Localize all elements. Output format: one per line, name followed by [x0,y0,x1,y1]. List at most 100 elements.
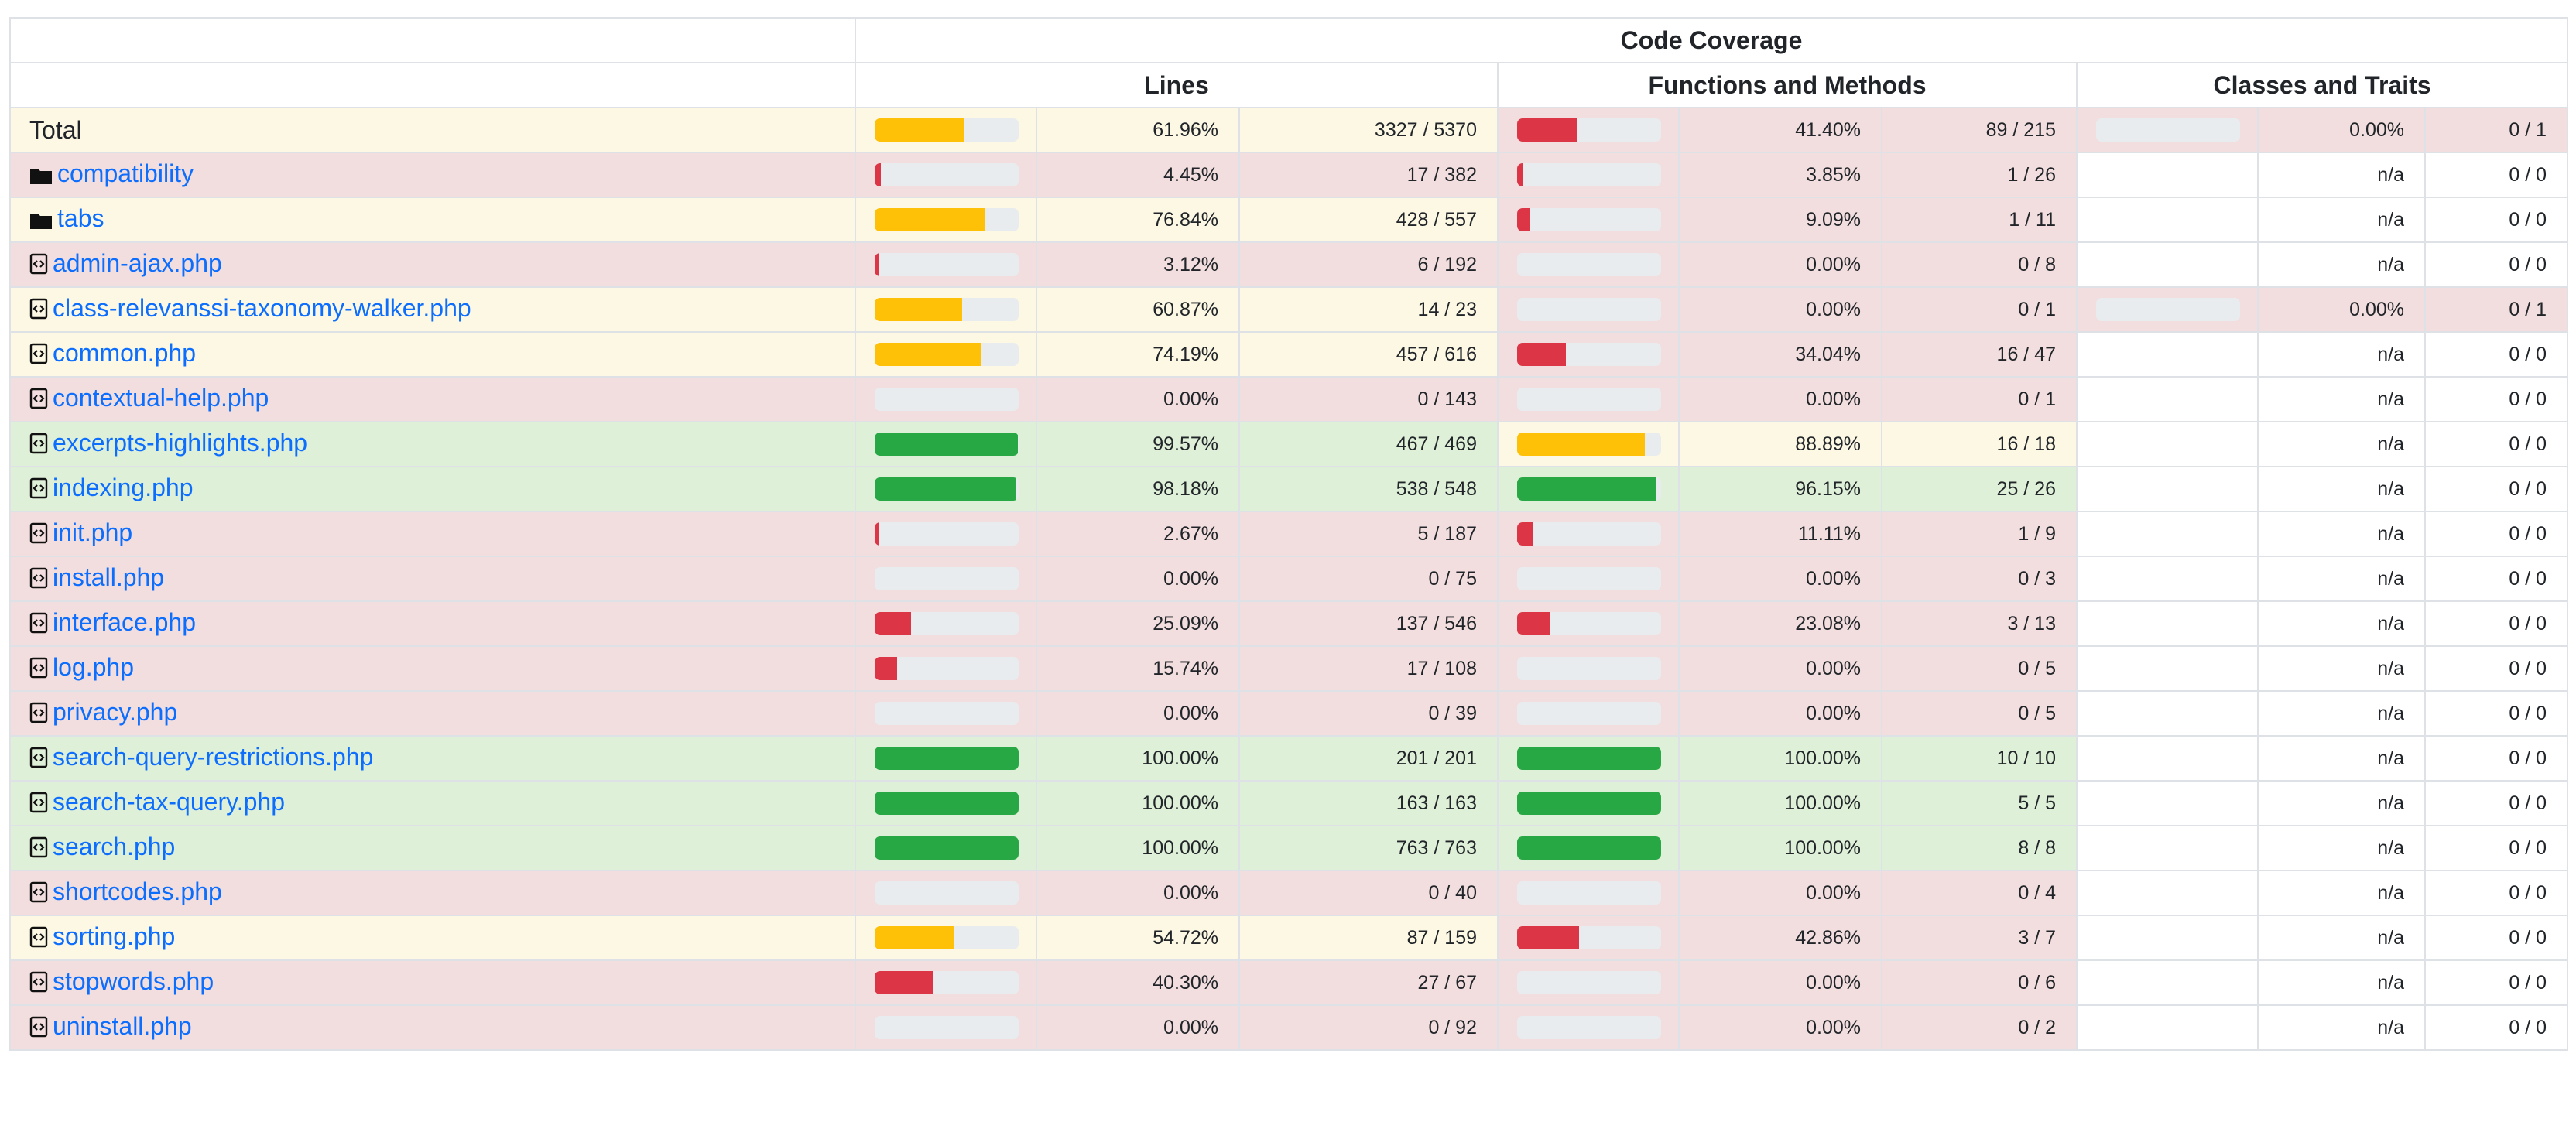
row-name-cell: compatibility [9,152,856,198]
coverage-table: Code Coverage Lines Functions and Method… [9,17,2569,1051]
code-file-icon [29,836,48,864]
file-link[interactable]: contextual-help.php [53,383,269,412]
directory-link[interactable]: compatibility [57,159,194,187]
table-row: admin-ajax.php 3.12% 6 / 192 0.00% 0 / 8 n/a 0… [9,241,2569,288]
functions-percent: 0.00% [1678,286,1882,333]
file-link[interactable]: stopwords.php [53,966,214,995]
table-row: compatibility 4.45% 17 / 382 3.85% 1 / 26 n/a… [9,152,2569,198]
lines-count: 763 / 763 [1238,825,1499,871]
functions-progress-bar [1517,567,1661,590]
file-link[interactable]: shortcodes.php [53,877,222,905]
lines-percent: 74.19% [1036,331,1240,378]
row-name-cell: admin-ajax.php [9,241,856,288]
classes-percent: 0.00% [2257,107,2426,153]
functions-progress-bar [1517,747,1661,770]
classes-count: 0 / 0 [2424,241,2569,288]
file-link[interactable]: sorting.php [53,922,176,950]
functions-bar-cell [1497,645,1680,692]
classes-bar-cell [2076,197,2259,243]
lines-bar-cell [855,331,1037,378]
functions-percent: 0.00% [1678,645,1882,692]
lines-percent: 3.12% [1036,241,1240,288]
file-link[interactable]: excerpts-highlights.php [53,428,308,457]
row-name-cell: uninstall.php [9,1004,856,1051]
file-link[interactable]: privacy.php [53,697,178,726]
functions-bar-cell [1497,556,1680,602]
lines-count: 201 / 201 [1238,735,1499,782]
lines-percent: 40.30% [1036,959,1240,1006]
functions-header: Functions and Methods [1497,62,2078,108]
file-link[interactable]: init.php [53,518,133,546]
functions-percent: 41.40% [1678,107,1882,153]
functions-count: 1 / 26 [1881,152,2078,198]
functions-bar-cell [1497,376,1680,422]
lines-count: 428 / 557 [1238,197,1499,243]
functions-count: 0 / 5 [1881,690,2078,737]
lines-percent: 76.84% [1036,197,1240,243]
lines-count: 538 / 548 [1238,466,1499,512]
functions-progress-bar [1517,836,1661,860]
code-file-icon [29,432,48,460]
functions-progress-bar [1517,118,1661,142]
row-name-cell: Total [9,107,856,153]
code-file-icon [29,477,48,505]
file-link[interactable]: install.php [53,563,165,591]
file-link[interactable]: class-relevanssi-taxonomy-walker.php [53,293,471,322]
functions-bar-cell [1497,421,1680,467]
functions-percent: 96.15% [1678,466,1882,512]
file-link[interactable]: interface.php [53,607,197,636]
file-link[interactable]: admin-ajax.php [53,248,222,277]
lines-count: 0 / 40 [1238,870,1499,916]
lines-progress-bar [875,792,1019,815]
functions-progress-bar [1517,657,1661,680]
table-row: uninstall.php 0.00% 0 / 92 0.00% 0 / 2 n/a 0 /… [9,1004,2569,1051]
lines-bar-cell [855,915,1037,961]
table-row: privacy.php 0.00% 0 / 39 0.00% 0 / 5 n/a 0 / 0 [9,690,2569,737]
file-link[interactable]: indexing.php [53,473,194,501]
classes-count: 0 / 0 [2424,1004,2569,1051]
classes-percent: n/a [2257,331,2426,378]
classes-bar-cell [2076,780,2259,826]
classes-bar-cell [2076,735,2259,782]
lines-percent: 100.00% [1036,735,1240,782]
file-link[interactable]: search.php [53,832,176,860]
functions-progress-fill [1517,792,1661,815]
classes-percent: n/a [2257,825,2426,871]
lines-bar-cell [855,286,1037,333]
lines-progress-bar [875,208,1019,231]
functions-count: 0 / 8 [1881,241,2078,288]
folder-icon [29,162,53,191]
classes-count: 0 / 0 [2424,870,2569,916]
lines-progress-bar [875,118,1019,142]
lines-count: 467 / 469 [1238,421,1499,467]
code-file-icon [29,297,48,326]
directory-link[interactable]: tabs [57,204,104,232]
header-blank [9,17,856,63]
functions-progress-bar [1517,792,1661,815]
table-row: search-query-restrictions.php 100.00% 201 … [9,735,2569,782]
functions-percent: 42.86% [1678,915,1882,961]
lines-percent: 54.72% [1036,915,1240,961]
classes-percent: n/a [2257,556,2426,602]
functions-progress-fill [1517,477,1656,501]
functions-count: 16 / 18 [1881,421,2078,467]
file-link[interactable]: uninstall.php [53,1011,192,1040]
row-name-cell: search.php [9,825,856,871]
functions-count: 8 / 8 [1881,825,2078,871]
file-link[interactable]: log.php [53,652,134,681]
lines-progress-bar [875,388,1019,411]
file-link[interactable]: search-tax-query.php [53,787,285,816]
functions-progress-fill [1517,163,1523,186]
functions-percent: 11.11% [1678,511,1882,557]
functions-progress-bar [1517,433,1661,456]
file-link[interactable]: common.php [53,338,196,367]
lines-bar-cell [855,600,1037,647]
classes-percent: n/a [2257,690,2426,737]
classes-count: 0 / 0 [2424,645,2569,692]
functions-count: 0 / 1 [1881,286,2078,333]
classes-count: 0 / 0 [2424,959,2569,1006]
functions-bar-cell [1497,241,1680,288]
lines-bar-cell [855,376,1037,422]
file-link[interactable]: search-query-restrictions.php [53,742,374,771]
lines-percent: 0.00% [1036,376,1240,422]
